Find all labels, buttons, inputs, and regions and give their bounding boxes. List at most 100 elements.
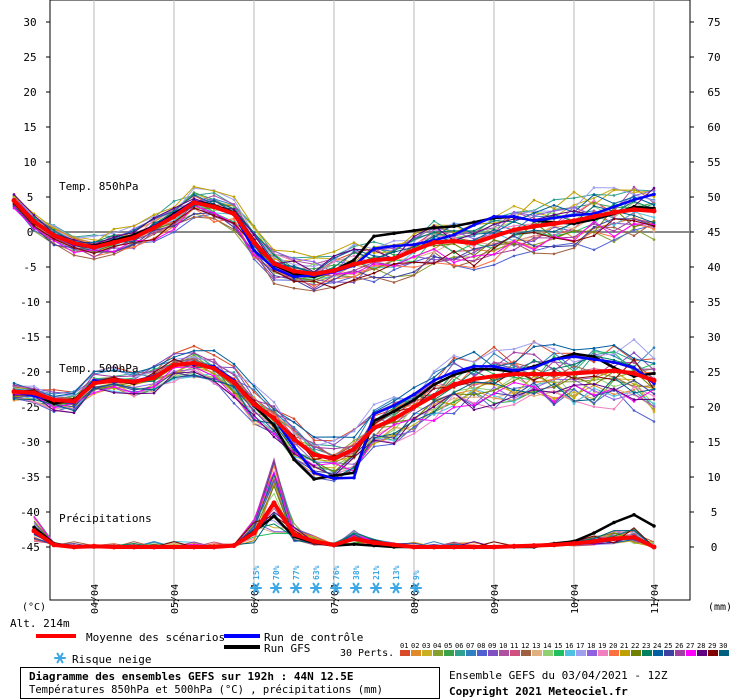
pert-swatch [664,650,674,656]
precip-gfs-line-point [272,514,276,518]
t850-control-line-point [572,213,576,217]
member-point [112,250,116,253]
snow-risk-pct: 76% [332,565,341,580]
pert-number: 21 [620,642,628,650]
member-point [12,384,16,387]
member-point [592,405,596,409]
precip-mean-line-point [651,544,657,550]
member-point [112,376,116,379]
member-point [152,388,156,392]
member-point [592,387,596,390]
member-point [452,261,456,264]
member-point [52,388,56,392]
member-point [452,361,456,365]
member-point [372,254,376,258]
member-point [112,231,116,235]
member-point [352,248,356,251]
member-point [292,425,296,429]
member-point [132,245,136,249]
member-point [192,344,196,348]
member-point [292,265,296,268]
member-point [192,185,196,188]
member-point [312,265,316,268]
member-point [572,206,576,209]
member-point [532,236,536,240]
member-point [312,441,316,445]
pert-swatch [411,650,421,656]
t850-mean-line-point [391,256,397,262]
member-point [612,235,616,238]
right-tick-label: 40 [707,261,720,274]
member-point [572,402,576,406]
member-point [272,257,276,261]
member-point [292,278,296,281]
t500-control-line-point [572,354,576,359]
member-point [192,206,196,210]
member-point [472,387,476,391]
member-point [412,423,416,427]
precip-mean-line-point [571,541,577,546]
member-point [232,373,236,377]
member-point [352,436,356,439]
member-point [592,230,596,234]
t850-control-line-point [252,248,256,252]
x-tick-label: 11/04 [650,584,661,614]
member-point [612,188,616,192]
member-point [352,442,356,445]
member-point [472,395,476,399]
member-point [492,228,496,231]
precip-gfs-line-point [32,525,36,530]
panel-label: Précipitations [59,512,152,525]
member-point [212,353,216,357]
member-point [292,280,296,283]
member-point [72,405,76,409]
member-point [132,224,136,228]
member-point [572,227,576,230]
x-tick-label: 09/04 [490,584,501,614]
pert-number: 19 [598,642,606,650]
t850-gfs-line-point [452,224,456,229]
left-axis-ticks: 30 25 20 15 10 5 0 -5 -10 -15 -20 -25 -30 -35 -40 -45 [20,16,50,554]
member-point [372,240,376,244]
member-point [332,439,336,443]
member-point [492,259,496,262]
member-point [632,225,636,229]
panel-label: Temp. 500hPa [59,362,138,375]
member-point [592,234,596,237]
member-point [272,248,276,252]
member-point [112,253,116,256]
t500-gfs-line-point [292,457,296,462]
precip-mean-line-point [311,538,317,544]
t850-mean-line-point [271,261,277,266]
legend-snow-label: Risque neige [72,653,151,666]
right-tick-label: 30 [707,331,720,344]
member-point [72,251,76,254]
member-point [592,378,596,382]
t850-control-line-point [392,244,396,248]
pert-number: 02 [411,642,419,650]
t850-mean-line-point [511,227,517,233]
member-point [412,261,416,264]
member-point [412,417,416,420]
pert-number: 23 [642,642,650,650]
right-tick-label: 10 [707,471,720,484]
member-point [252,255,256,259]
member-point [492,381,496,385]
member-point [532,214,536,217]
member-point [172,358,176,361]
member-point [532,392,536,395]
member-point [652,224,656,228]
snow-risk-pct: 9% [412,570,421,580]
member-point [152,391,156,395]
member-point [592,391,596,395]
t850-mean-line-point [651,208,657,214]
member-point [392,400,396,403]
member-point [252,385,256,388]
member-point [572,360,576,364]
member-point [572,399,576,403]
t500-mean-line-point [491,373,497,379]
member-point [232,203,236,206]
footer-copyright: Copyright 2021 Meteociel.fr [449,685,628,698]
member-point [72,409,76,413]
t850-mean-line-point [231,211,237,217]
